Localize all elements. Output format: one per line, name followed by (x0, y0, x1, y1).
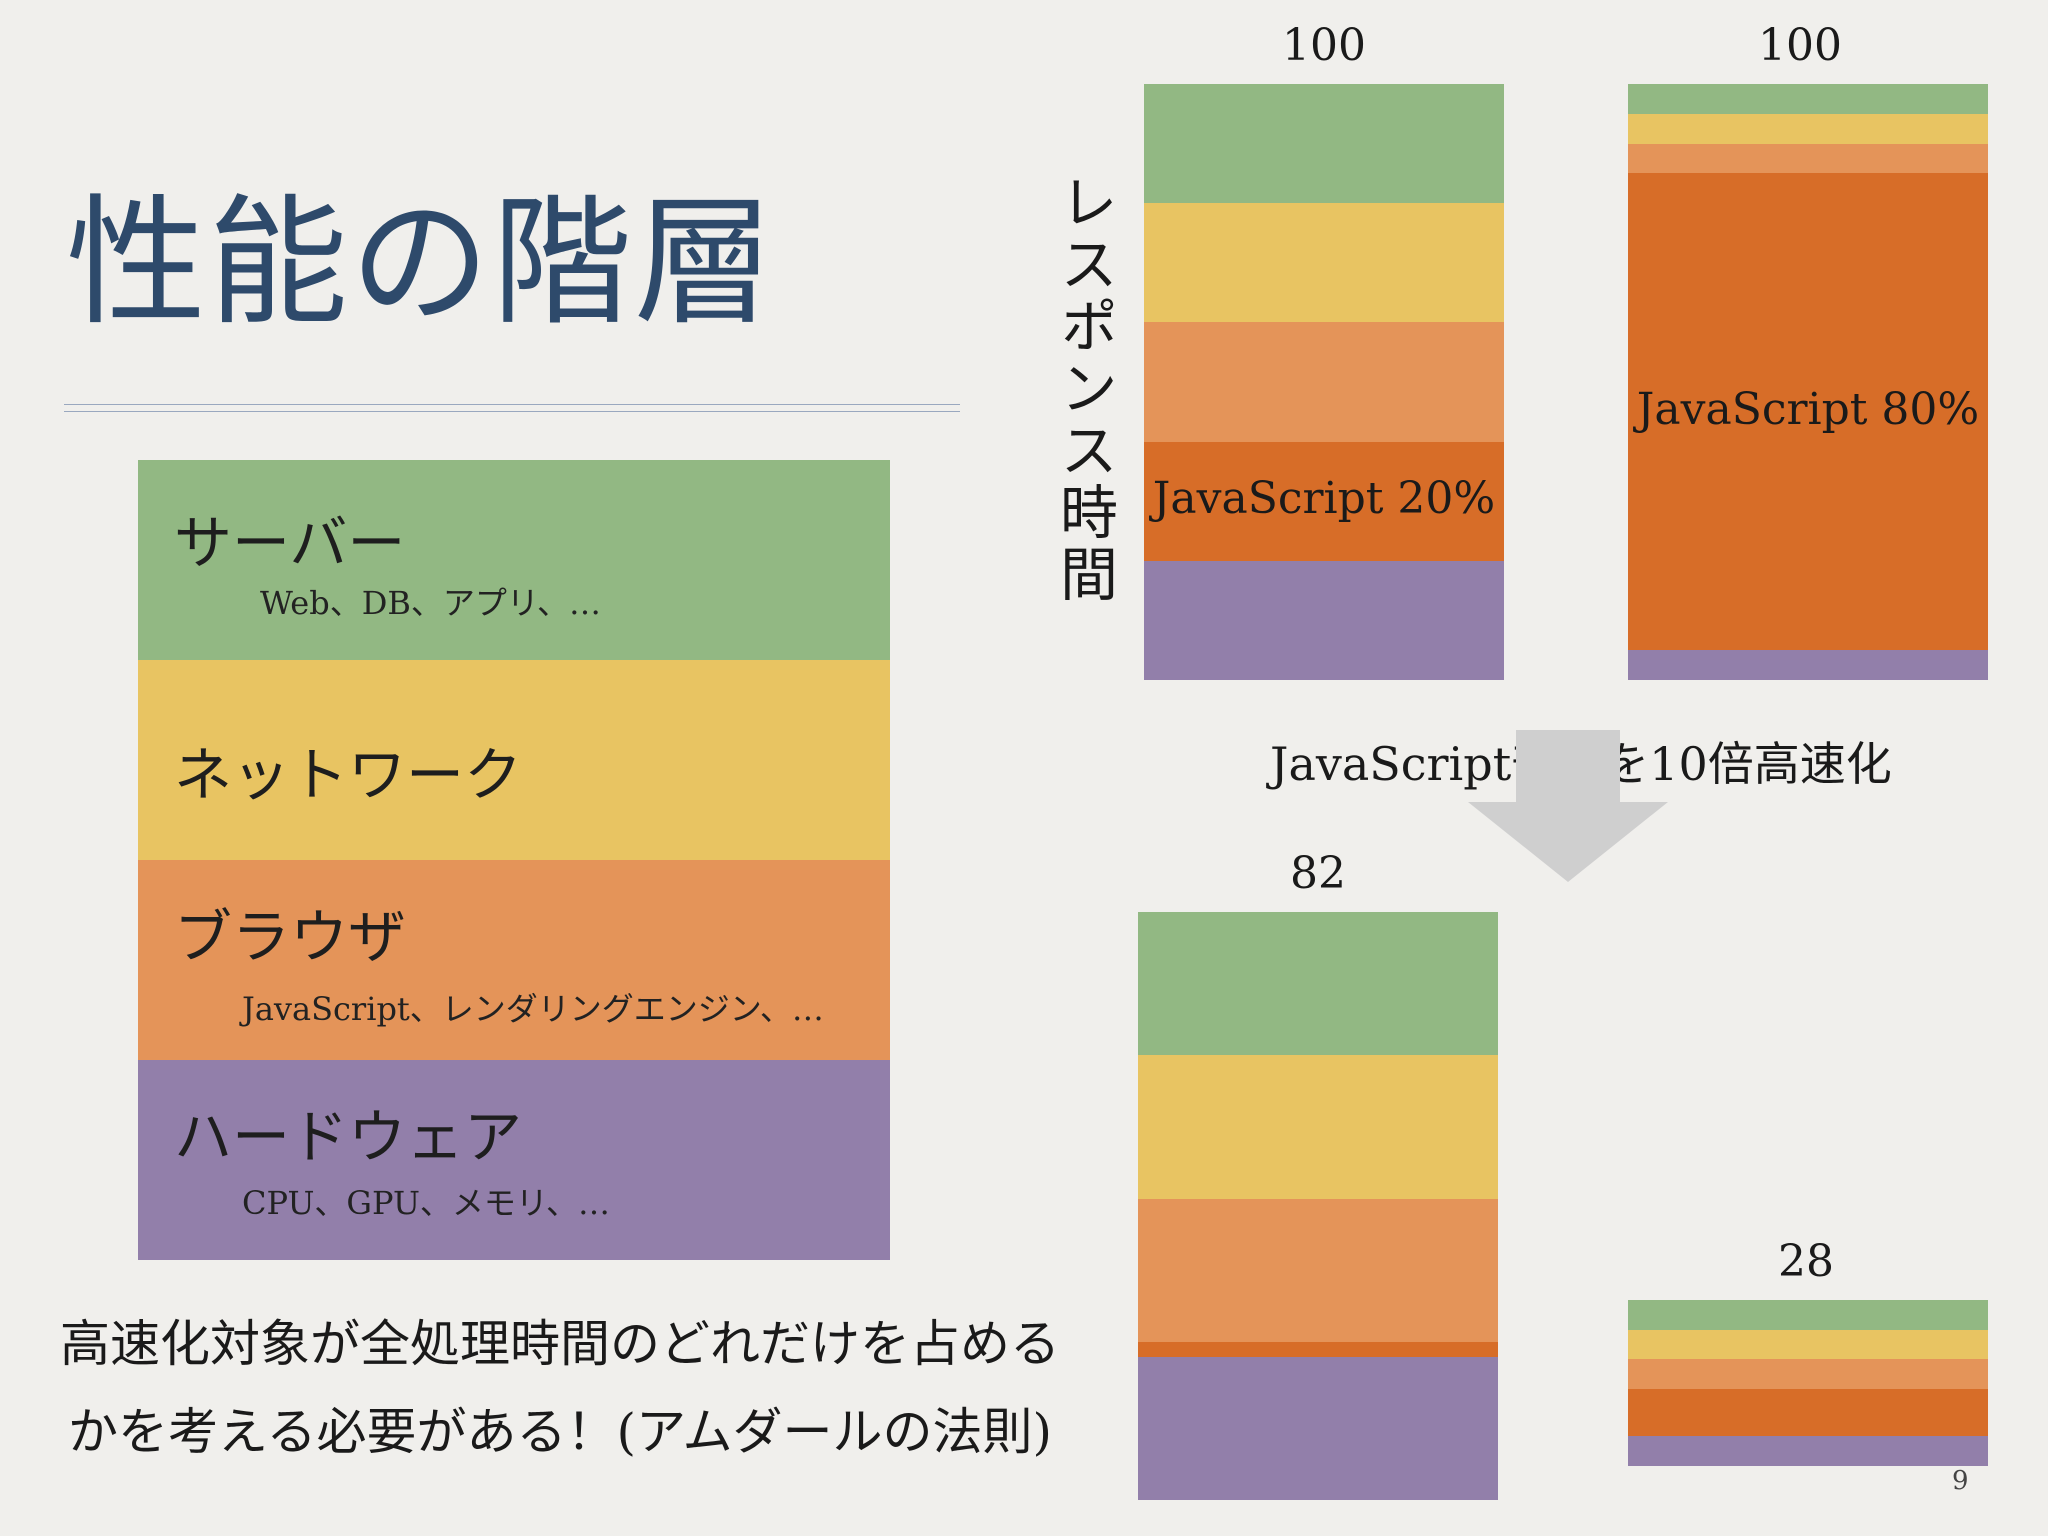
slide-title: 性能の階層 (66, 182, 777, 345)
layer-stack: サーバー Web、DB、アプリ、… ネットワーク ブラウザ JavaScript… (138, 460, 890, 1260)
layer-detail: CPU、GPU、メモリ、… (242, 1184, 611, 1222)
bar-segment-browser (1144, 322, 1504, 443)
bar-segment-network (1138, 1055, 1498, 1200)
layer-hardware: ハードウェア CPU、GPU、メモリ、… (138, 1060, 890, 1260)
bar-segment-network (1628, 113, 1988, 145)
bar-segment-javascript: JavaScript 20% (1144, 441, 1504, 562)
bar-segment-hardware (1138, 1356, 1498, 1501)
bar-segment-server (1628, 84, 1988, 115)
layer-detail: JavaScript、レンダリングエンジン、… (242, 990, 824, 1028)
bar-segment-browser (1138, 1198, 1498, 1343)
bar-segment-server (1628, 1300, 1988, 1331)
page-number: 9 (1952, 1466, 1969, 1496)
bar-total-label: 82 (1290, 848, 1346, 899)
bar-segment-hardware (1144, 560, 1504, 681)
layer-server: サーバー Web、DB、アプリ、… (138, 460, 890, 660)
bar-before-js20: JavaScript 20% (1144, 84, 1504, 681)
down-arrow-icon (1468, 730, 1668, 882)
bar-segment-javascript: JavaScript 80% (1628, 173, 1988, 651)
bar-total-label: 100 (1282, 20, 1366, 71)
bar-after-js20 (1138, 912, 1498, 1501)
layer-detail: Web、DB、アプリ、… (260, 584, 601, 622)
bar-before-js80: JavaScript 80% (1628, 84, 1988, 681)
y-axis-label: レスポンス時間 (1050, 172, 1118, 606)
bar-total-label: 28 (1778, 1236, 1834, 1287)
bar-segment-browser (1628, 1359, 1988, 1390)
segment-label: JavaScript 20% (1152, 473, 1496, 525)
layer-name: ブラウザ (174, 903, 407, 971)
segment-label: JavaScript 80% (1636, 383, 1980, 435)
bar-segment-hardware (1628, 1436, 1988, 1467)
bar-total-label: 100 (1758, 20, 1842, 71)
layer-browser: ブラウザ JavaScript、レンダリングエンジン、… (138, 860, 890, 1060)
layer-name: ネットワーク (174, 741, 523, 809)
note-line-2: かを考える必要がある！(アムダールの法則) (67, 1403, 1052, 1461)
layer-network: ネットワーク (138, 660, 890, 860)
title-divider-second (64, 411, 960, 412)
title-divider (64, 404, 960, 405)
layer-name: ハードウェア (174, 1103, 523, 1171)
bar-segment-browser (1628, 143, 1988, 174)
bar-segment-javascript (1628, 1388, 1988, 1437)
layer-name: サーバー (174, 509, 406, 577)
bar-segment-javascript (1138, 1342, 1498, 1358)
bar-segment-hardware (1628, 650, 1988, 681)
bar-segment-server (1138, 912, 1498, 1056)
amdahl-note: 高速化対象が全処理時間のどれだけを占める かを考える必要がある！(アムダールの法… (20, 1300, 1100, 1476)
bar-segment-server (1144, 84, 1504, 204)
note-line-1: 高速化対象が全処理時間のどれだけを占める (60, 1315, 1060, 1373)
bar-after-js80 (1628, 1300, 1988, 1467)
bar-segment-network (1144, 203, 1504, 323)
bar-segment-network (1628, 1329, 1988, 1360)
